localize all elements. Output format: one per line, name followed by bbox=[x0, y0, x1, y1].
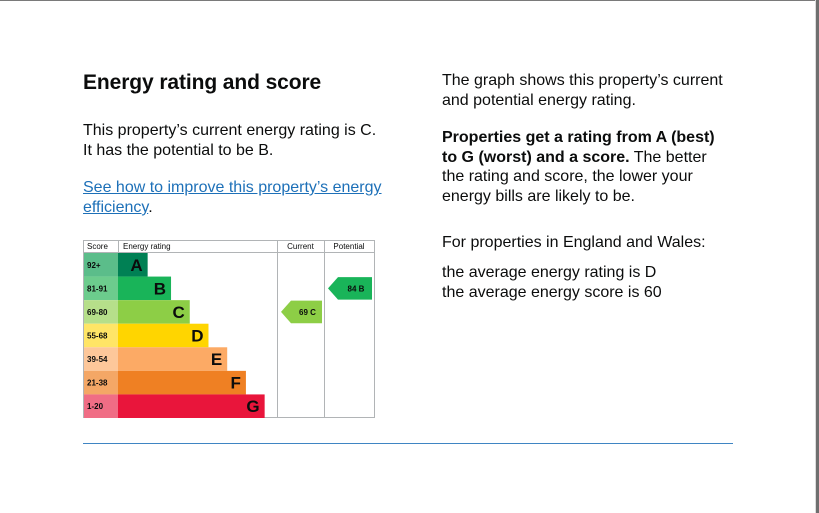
section-heading: Energy rating and score bbox=[83, 71, 322, 94]
average-score: the average energy score is 60 bbox=[442, 284, 662, 301]
improve-link-suffix: . bbox=[148, 199, 153, 216]
energy-rating-graph: Score Energy rating Current Potential 92+ A 81… bbox=[83, 240, 375, 418]
rating-explanation: Properties get a rating from A (best) to… bbox=[442, 128, 732, 206]
rating-letter-f: F bbox=[231, 374, 241, 393]
rating-explanation-bold: Properties get a rating from A (best) to… bbox=[442, 129, 715, 166]
score-range-b: 81-91 bbox=[87, 284, 108, 293]
rating-explanation-rest: The better the rating and score, the low… bbox=[442, 148, 707, 205]
score-range-e: 39-54 bbox=[87, 355, 108, 364]
header-potential: Potential bbox=[333, 242, 364, 251]
graph-explanation: The graph shows this property’s current … bbox=[442, 72, 723, 109]
rating-letter-d: D bbox=[191, 327, 203, 346]
header-score: Score bbox=[87, 242, 108, 251]
rating-bar-e bbox=[118, 347, 228, 371]
average-intro: For properties in England and Wales: bbox=[442, 234, 706, 251]
rating-bar-f bbox=[118, 370, 246, 395]
current-rating-label: 69 C bbox=[299, 308, 316, 317]
rating-bar-c bbox=[118, 300, 190, 324]
rating-bar-a bbox=[118, 253, 148, 277]
score-cell-a bbox=[84, 253, 118, 277]
window-top-border bbox=[0, 0, 819, 1]
improve-link-container: See how to improve this property’s energ… bbox=[83, 178, 383, 218]
window-right-border bbox=[816, 0, 819, 513]
header-current: Current bbox=[287, 242, 314, 251]
rating-letter-g: G bbox=[246, 397, 259, 416]
window-right-border-inner bbox=[815, 0, 816, 513]
score-cell-d bbox=[84, 323, 118, 348]
energy-rating-chart: Score Energy rating Current Potential 92+ A 81… bbox=[83, 240, 375, 418]
score-cell-f bbox=[84, 370, 118, 395]
score-cell-b bbox=[84, 276, 118, 301]
potential-rating-label: 84 B bbox=[348, 284, 365, 293]
energy-rating-section: Energy rating and score This property’s … bbox=[83, 70, 393, 216]
potential-rating-arrow bbox=[328, 277, 372, 300]
header-energy-rating: Energy rating bbox=[123, 242, 171, 251]
rating-bar-d bbox=[118, 323, 209, 348]
average-rating: the average energy rating is D bbox=[442, 264, 657, 281]
score-cell-e bbox=[84, 347, 118, 371]
rating-letter-a: A bbox=[130, 256, 142, 275]
improve-efficiency-link[interactable]: See how to improve this property’s energ… bbox=[83, 179, 382, 216]
score-range-a: 92+ bbox=[87, 261, 101, 270]
rating-bar-b bbox=[118, 276, 172, 301]
rating-letter-b: B bbox=[154, 279, 166, 298]
score-cell-g bbox=[84, 394, 118, 418]
score-range-f: 21-38 bbox=[87, 379, 108, 388]
rating-letter-c: C bbox=[172, 303, 184, 322]
section-divider bbox=[83, 443, 733, 444]
score-range-c: 69-80 bbox=[87, 308, 108, 317]
score-range-d: 55-68 bbox=[87, 332, 108, 341]
rating-summary: This property’s current energy rating is… bbox=[83, 122, 377, 159]
score-cell-c bbox=[84, 300, 118, 324]
rating-bar-g bbox=[118, 394, 265, 418]
score-range-g: 1-20 bbox=[87, 402, 104, 411]
current-rating-arrow bbox=[281, 300, 322, 324]
rating-letter-e: E bbox=[211, 350, 222, 369]
